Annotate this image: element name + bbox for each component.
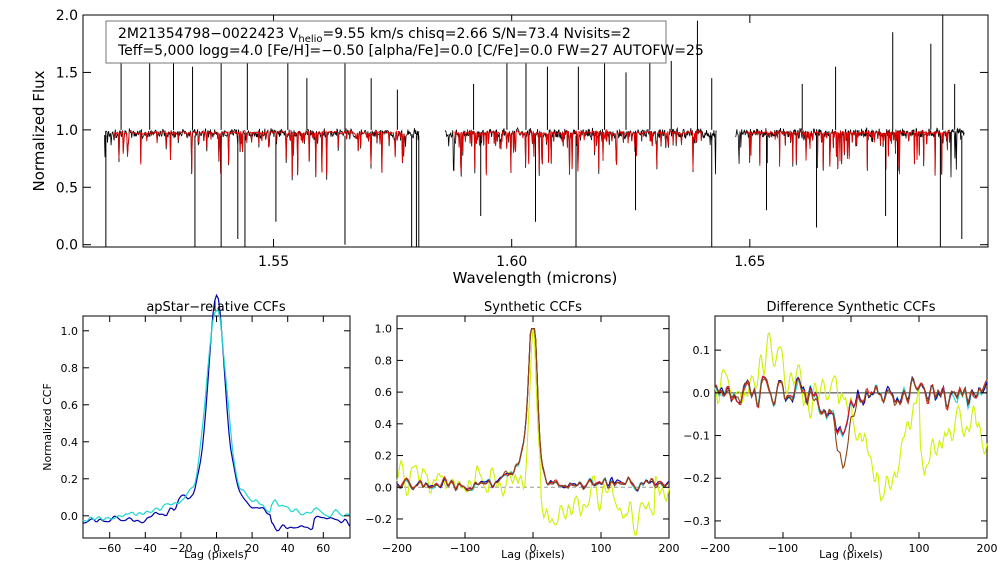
apstar-ccf-x-tick-label: −60 <box>98 542 121 555</box>
synthetic-ccf-panel: Synthetic CCFs −200 −100 0 100 200 −0.2 0.0 0.2… <box>365 300 679 561</box>
apstar-ccf-title: apStar−relative CCFs <box>146 300 286 315</box>
spectrum-model-line <box>454 128 703 176</box>
spectrum-plot-frame <box>82 14 989 248</box>
difference-ccf-x-tick-label: 100 <box>909 542 930 555</box>
difference-ccf-x-tick-label: 200 <box>977 542 998 555</box>
spectrum-model-line <box>744 129 951 175</box>
difference-ccf-ticks: −200 −100 0 100 200 −0.3 −0.2 −0.1 0.0 0.1 <box>683 316 998 555</box>
apstar-ccf-y-tick-label: 0.6 <box>61 399 79 412</box>
spectrum-info-box <box>105 20 667 64</box>
difference-ccf-y-tick-label: −0.1 <box>683 430 710 443</box>
difference-ccf-panel: Difference Synthetic CCFs −200 −100 0 100 20… <box>683 300 997 561</box>
apstar-ccf-y-tick-label: 0.4 <box>61 436 79 449</box>
difference-ccf-data-group <box>714 331 988 503</box>
synthetic-ccf-x-tick-label: 0 <box>530 542 537 555</box>
difference-ccf-plot-frame <box>714 315 988 539</box>
spectrum-y-tick-label: 2.0 <box>56 8 78 24</box>
spectrum-ticks: 1.55 1.60 1.65 0.0 0.5 1.0 1.5 2.0 <box>56 8 988 270</box>
difference-ccf-title: Difference Synthetic CCFs <box>766 300 935 315</box>
spectrum-x-tick-label: 1.55 <box>258 254 289 270</box>
difference-ccf-x-axis-title: Lag (pixels) <box>819 548 883 561</box>
synthetic-ccf-y-tick-label: −0.2 <box>365 513 392 526</box>
synthetic-ccf-y-tick-label: 0.0 <box>375 481 393 494</box>
difference-ccf-diff-1-line <box>714 331 988 503</box>
difference-ccf-y-tick-label: 0.1 <box>693 344 711 357</box>
spectrum-model-line <box>113 129 405 177</box>
spectrum-panel: 1.55 1.60 1.65 0.0 0.5 1.0 1.5 2.0 2M21354798−0… <box>30 8 989 287</box>
difference-ccf-y-tick-label: −0.3 <box>683 515 710 528</box>
synthetic-ccf-x-tick-label: 200 <box>659 542 680 555</box>
apstar-ccf-x-tick-label: −20 <box>169 542 192 555</box>
apstar-ccf-x-axis-title: Lag (pixels) <box>184 548 248 561</box>
synthetic-ccf-y-tick-label: 0.6 <box>375 386 393 399</box>
spectrum-info-line1: 2M21354798−0022423 Vhelio=9.55 km/s chis… <box>118 26 631 45</box>
synthetic-ccf-ticks: −200 −100 0 100 200 −0.2 0.0 0.2 0.4 0.6 0.8 1.0 <box>365 316 680 555</box>
apstar-ccf-x-tick-label: 0 <box>213 542 220 555</box>
difference-ccf-x-tick-label: −200 <box>700 542 730 555</box>
apstar-ccf-panel: apStar−relative CCFs −60 −40 −20 0 20 40 60 0.0… <box>41 293 351 561</box>
spectrum-x-tick-label: 1.60 <box>496 254 527 270</box>
apstar-ccf-plot-frame <box>82 315 351 539</box>
synthetic-ccf-title: Synthetic CCFs <box>484 300 582 315</box>
synthetic-ccf-x-tick-label: −100 <box>450 542 480 555</box>
difference-ccf-x-tick-label: −100 <box>768 542 798 555</box>
spectrum-y-tick-label: 1.5 <box>56 65 78 81</box>
apstar-ccf-y-tick-label: 1.0 <box>61 325 79 338</box>
spectrum-info-line2: Teff=5,000 logg=4.0 [Fe/H]=−0.50 [alpha/… <box>117 43 704 59</box>
synthetic-ccf-y-tick-label: 0.4 <box>375 418 393 431</box>
synthetic-ccf-y-tick-label: 0.2 <box>375 450 393 463</box>
apstar-ccf-y-tick-label: 0.2 <box>61 473 79 486</box>
synthetic-ccf-ccf-3-line <box>396 328 670 492</box>
difference-ccf-diff-5-line <box>715 376 988 470</box>
apstar-ccf-ticks: −60 −40 −20 0 20 40 60 0.0 0.2 0.4 0.6 0.8 1.0 <box>61 316 350 555</box>
synthetic-ccf-ccf-2-line <box>396 328 670 492</box>
apstar-ccf-x-tick-label: 20 <box>245 542 259 555</box>
spectrum-y-tick-label: 0.0 <box>56 238 78 254</box>
synthetic-ccf-ccf-5-line <box>396 328 670 492</box>
apstar-ccf-y-tick-label: 0.0 <box>61 510 79 523</box>
synthetic-ccf-y-tick-label: 1.0 <box>375 323 393 336</box>
difference-ccf-y-tick-label: −0.2 <box>683 472 710 485</box>
spectrum-y-axis-title: Normalized Flux <box>30 70 48 191</box>
synthetic-ccf-x-axis-title: Lag (pixels) <box>501 548 565 561</box>
synthetic-ccf-ccf-1-line <box>396 328 670 536</box>
synthetic-ccf-y-tick-label: 0.8 <box>375 354 393 367</box>
spectrum-data-group <box>104 15 965 247</box>
apstar-ccf-x-tick-label: 40 <box>281 542 295 555</box>
spectrum-x-tick-label: 1.65 <box>734 254 765 270</box>
apstar-ccf-x-tick-label: −40 <box>134 542 157 555</box>
spectrum-y-tick-label: 0.5 <box>56 180 78 196</box>
difference-ccf-x-tick-label: 0 <box>848 542 855 555</box>
apstar-ccf-ccf-2-line <box>82 309 351 523</box>
difference-ccf-y-tick-label: 0.0 <box>693 387 711 400</box>
synthetic-ccf-data-group <box>396 328 670 536</box>
apstar-ccf-y-tick-label: 0.8 <box>61 362 79 375</box>
apstar-ccf-x-tick-label: 60 <box>316 542 330 555</box>
spectrum-x-axis-title: Wavelength (microns) <box>453 269 618 287</box>
synthetic-ccf-plot-frame <box>396 315 670 539</box>
synthetic-ccf-ccf-4-line <box>396 328 670 491</box>
apstar-ccf-y-axis-title: Normalized CCF <box>41 383 54 471</box>
synthetic-ccf-x-tick-label: −200 <box>382 542 412 555</box>
apstar-ccf-ccf-1-line <box>82 293 351 532</box>
synthetic-ccf-x-tick-label: 100 <box>591 542 612 555</box>
apstar-ccf-data-group <box>82 293 351 532</box>
spectrum-y-tick-label: 1.0 <box>56 123 78 139</box>
